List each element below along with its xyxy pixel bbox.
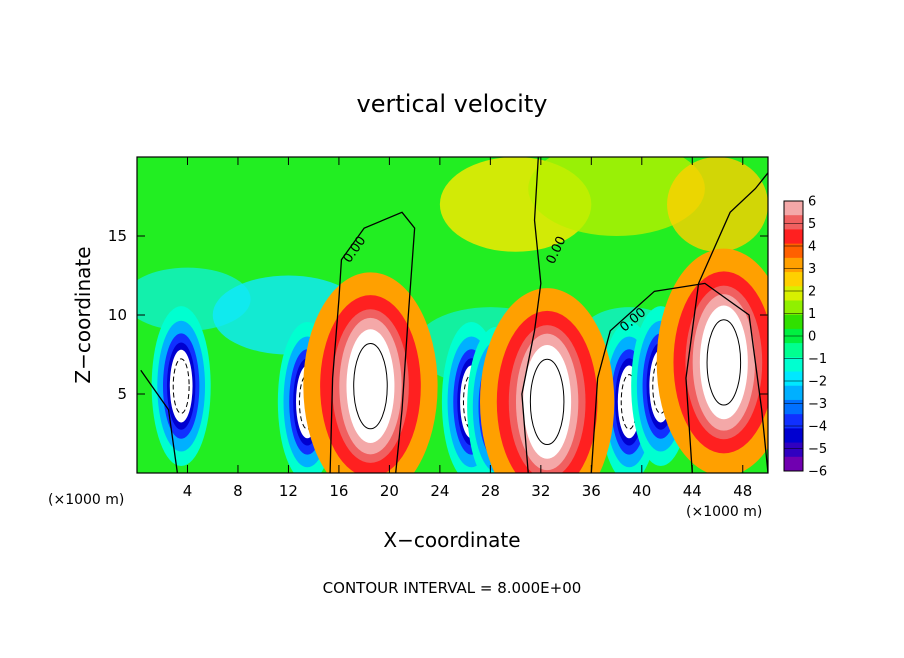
colorbar-segment [784,229,803,245]
colorbar-segment [784,314,803,330]
colorbar-segment [784,385,803,401]
colorbar-tick-label: −3 [808,397,827,412]
x-unit-right: (×1000 m) [686,504,762,520]
y-tick-label: 15 [108,227,127,245]
colorbar-tick-label: 5 [808,217,816,232]
colorbar-tick-label: 0 [808,330,816,345]
background-shade [667,157,768,252]
x-tick-label: 28 [481,482,500,500]
zero-contour [140,369,179,473]
colorbar-segment [784,215,803,230]
x-tick-label: 24 [430,482,449,500]
plot-area: 0.00 0.000.00 [137,157,768,473]
x-tick-label: 36 [582,482,601,500]
background-shade [528,157,705,236]
colorbar-segment [784,399,803,415]
colorbar-segment [784,201,803,216]
colorbar-segment [784,257,803,273]
colorbar-segment [784,286,803,301]
x-tick-label: 4 [183,482,193,500]
x-unit-left: (×1000 m) [48,492,124,508]
colorbar: 6 5 4 3 2 1 0 −1 −2 −3 −4 −5 −6 [783,195,827,480]
y-axis: 5 10 15 [108,227,768,403]
y-axis-title: Z−coordinate [71,246,95,383]
x-tick-label: 16 [329,482,348,500]
x-tick-label: 8 [233,482,243,500]
zero-contour [685,172,768,473]
x-tick-label: 12 [279,482,298,500]
downdraft-contour [172,358,190,414]
colorbar-segment [784,243,803,259]
updraft-contour [353,342,388,430]
zero-contour [329,211,416,473]
zero-contour [521,157,542,473]
colorbar-segment [784,272,803,287]
zero-contour [590,282,768,473]
y-tick-label: 5 [117,385,127,403]
colorbar-tick-label: 1 [808,307,816,322]
colorbar-tick-label: −1 [808,352,827,367]
colorbar-tick-label: −6 [808,465,827,480]
colorbar-tick-label: −4 [808,420,827,435]
y-tick-label: 10 [108,306,127,324]
colorbar-segment [784,442,803,458]
colorbar-tick-label: −5 [808,442,827,457]
x-tick-label: 20 [380,482,399,500]
colorbar-segment [784,371,803,387]
updraft-contour [706,319,742,406]
updraft-contour [529,358,565,446]
x-axis: 4 8 12 16 20 24 28 32 36 40 44 48 [183,157,752,500]
colorbar-segment [784,456,803,472]
colorbar-tick-label: 2 [808,285,816,300]
colorbar-segment [784,343,803,358]
colorbar-segment [784,357,803,373]
chart-title: vertical velocity [357,90,548,118]
colorbar-tick-label: 3 [808,262,816,277]
contour-interval-note: CONTOUR INTERVAL = 8.000E+00 [323,579,582,597]
x-tick-label: 32 [531,482,550,500]
x-tick-label: 48 [733,482,752,500]
colorbar-segment [784,428,803,444]
x-tick-label: 40 [632,482,651,500]
colorbar-tick-label: 6 [808,195,816,210]
colorbar-segment [784,300,803,316]
colorbar-segment [784,414,803,429]
x-axis-title: X−coordinate [383,528,520,552]
colorbar-tick-label: 4 [808,240,816,255]
x-tick-label: 44 [683,482,702,500]
colorbar-tick-label: −2 [808,375,827,390]
